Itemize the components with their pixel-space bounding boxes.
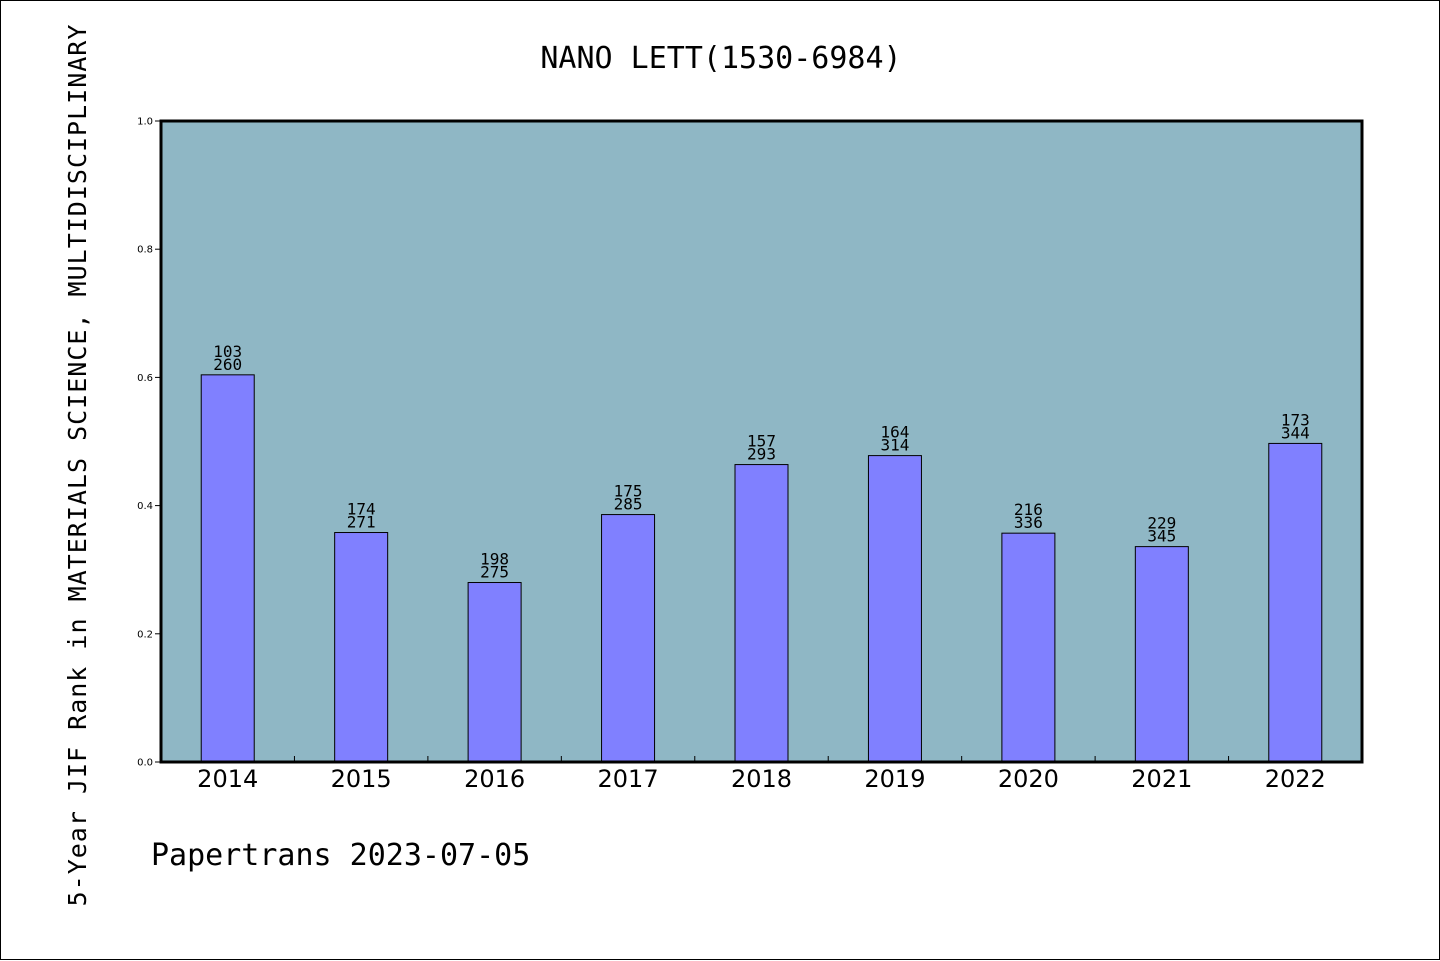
bar-rank-label: 229 [1147, 514, 1176, 533]
y-tick-label: 0.0 [137, 758, 153, 769]
bar-2020 [1001, 532, 1056, 763]
bar-2018 [734, 464, 789, 763]
bar-rank-label: 216 [1014, 500, 1043, 519]
bar-rank-label: 157 [747, 432, 776, 451]
x-tick-label: 2017 [598, 765, 659, 793]
bar-2015 [334, 532, 389, 763]
bar-2016 [467, 582, 522, 763]
bar-2021 [1134, 546, 1189, 763]
x-tick-label: 2020 [998, 765, 1059, 793]
bar-2014 [200, 374, 255, 763]
bar-total-label: 336 [1014, 513, 1043, 532]
bar-rank-label: 198 [480, 550, 509, 569]
y-tick-label: 0.8 [137, 245, 153, 256]
bar-rank-label: 175 [614, 482, 643, 501]
bars-group: 1032601742711982751752851572931643142163… [200, 342, 1323, 763]
bar-2019 [867, 455, 922, 763]
x-tick-label: 2015 [331, 765, 392, 793]
footer-text: Papertrans 2023-07-05 [151, 838, 530, 873]
chart-title: NANO LETT(1530-6984) [540, 41, 901, 76]
bar-total-label: 285 [614, 495, 643, 514]
bar-total-label: 344 [1281, 423, 1310, 442]
bar-rank-label: 164 [880, 423, 909, 442]
bar-total-label: 260 [213, 355, 242, 374]
plot-border [159, 119, 1364, 764]
y-axis-label: 5-Year JIF Rank in MATERIALS SCIENCE, MU… [63, 24, 92, 907]
ticks-group: 0.0 0.2 0.4 0.6 0.8 1.0 2014 2015 2016 2017 2018 20… [137, 117, 1326, 794]
x-tick-label: 2021 [1131, 765, 1192, 793]
x-tick-label: 2016 [464, 765, 525, 793]
x-tick-label: 2018 [731, 765, 792, 793]
bar-2017 [601, 514, 656, 763]
bar-2022 [1268, 442, 1323, 763]
x-tick-label: 2014 [197, 765, 258, 793]
bar-total-label: 314 [880, 436, 909, 455]
bar-total-label: 293 [747, 445, 776, 464]
y-tick-label: 0.2 [137, 629, 153, 640]
y-tick-label: 0.4 [137, 501, 153, 512]
bar-rank-label: 174 [347, 500, 376, 519]
x-tick-label: 2022 [1265, 765, 1326, 793]
bar-total-label: 271 [347, 513, 376, 532]
bar-rank-label: 173 [1281, 410, 1310, 429]
bar-rank-label: 103 [213, 342, 242, 361]
y-tick-label: 1.0 [137, 117, 153, 128]
y-tick-label: 0.6 [137, 373, 153, 384]
bar-total-label: 345 [1147, 527, 1176, 546]
bar-total-label: 275 [480, 563, 509, 582]
x-tick-label: 2019 [864, 765, 925, 793]
